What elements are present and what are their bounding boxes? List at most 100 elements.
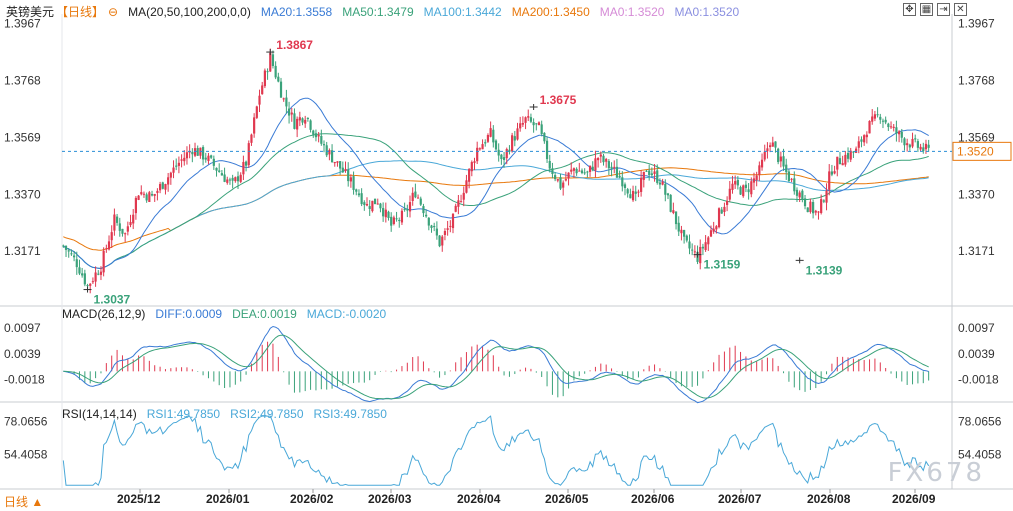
candle-body — [274, 65, 277, 78]
macd-tick-left: 0.0039 — [4, 347, 41, 361]
candle-body — [543, 132, 546, 142]
candle-body — [906, 143, 909, 146]
candle-body — [723, 206, 726, 212]
candle-body — [717, 208, 721, 228]
candle-body — [497, 149, 500, 156]
candle-body — [226, 179, 229, 183]
candle-body — [494, 140, 498, 150]
exit-icon[interactable]: ⇥ — [937, 3, 950, 16]
candle-body — [124, 233, 127, 235]
ma200-value: MA200:1.3450 — [511, 4, 590, 19]
settings-icon[interactable]: ⊖ — [108, 4, 119, 19]
candle-body — [640, 177, 643, 192]
x-tick-label: 2026/05 — [545, 492, 589, 506]
candle-body — [750, 181, 753, 195]
candle-body — [454, 205, 457, 212]
candle-body — [777, 148, 780, 163]
candle-body — [556, 179, 559, 181]
candle-body — [661, 181, 664, 185]
current-price-box — [952, 141, 1012, 161]
candle-body — [287, 108, 291, 116]
candle-body — [411, 192, 414, 201]
candle-body — [846, 153, 850, 159]
candle-body — [688, 241, 691, 249]
period-tab[interactable]: 日线 ▲ — [4, 495, 44, 509]
candle-body — [769, 145, 772, 148]
candle-body — [293, 113, 296, 129]
candle-body — [591, 166, 594, 171]
candle-body — [223, 174, 226, 182]
x-tick-label: 2026/02 — [290, 492, 334, 506]
candle-body — [779, 156, 782, 162]
candle-body — [852, 151, 855, 153]
x-tick-label: 2026/04 — [457, 492, 501, 506]
candle-body — [621, 177, 624, 187]
price-tick-left: 1.3569 — [4, 130, 41, 144]
candle-body — [766, 148, 769, 152]
x-tick-label: 2025/12 — [117, 492, 161, 506]
candle-body — [680, 229, 683, 234]
candle-body — [290, 112, 293, 115]
candle-body — [911, 138, 914, 147]
candle-body — [150, 194, 154, 196]
candle-body — [887, 123, 890, 128]
price-tick-right: 1.3768 — [958, 73, 995, 87]
ma0b-value: MA0:1.3520 — [674, 4, 740, 19]
candle-body — [801, 190, 804, 201]
candle-body — [744, 184, 748, 188]
macd-tick-left: -0.0018 — [4, 372, 45, 386]
period-label[interactable]: 【日线】 — [56, 5, 105, 19]
candle-body — [752, 178, 756, 183]
candle-body — [838, 158, 842, 165]
move-icon[interactable]: ✥ — [903, 3, 916, 16]
candle-body — [927, 144, 930, 148]
candle-body — [408, 202, 412, 212]
candle-body — [476, 147, 479, 162]
candle-body — [532, 122, 535, 126]
candle-body — [126, 226, 129, 232]
ma-params-label[interactable]: MA(20,50,100,200,0,0) — [128, 4, 251, 19]
candle-body — [548, 161, 551, 169]
candle-body — [615, 166, 619, 178]
candle-body — [881, 120, 885, 122]
candle-body — [309, 120, 312, 130]
candle-body — [457, 200, 460, 207]
candle-body — [562, 182, 565, 188]
macd-tick-right: 0.0039 — [958, 347, 995, 361]
close-icon[interactable]: ✕ — [954, 3, 967, 16]
candle-body — [382, 208, 385, 217]
rsi3-value: RSI3:49.7850 — [313, 407, 387, 421]
candle-body — [416, 197, 420, 199]
candle-body — [188, 151, 191, 153]
candle-body — [446, 228, 449, 230]
candle-body — [72, 255, 76, 258]
candle-body — [747, 189, 750, 193]
candle-body — [301, 118, 304, 123]
candle-body — [664, 183, 667, 195]
candle-body — [900, 131, 903, 138]
candle-body — [296, 118, 299, 130]
candle-body — [363, 202, 366, 206]
candle-body — [731, 183, 734, 190]
candle-body — [115, 216, 119, 223]
candle-body — [355, 189, 358, 192]
candle-body — [502, 157, 506, 160]
macd-params-label[interactable]: MACD(26,12,9) — [62, 307, 146, 321]
candle-body — [734, 181, 737, 185]
candle-body — [919, 146, 922, 150]
candle-body — [175, 165, 178, 167]
candle-body — [551, 168, 554, 175]
macd-tick-right: -0.0018 — [958, 372, 999, 386]
candle-body — [540, 124, 543, 135]
candle-body — [554, 175, 557, 180]
ma50-line — [63, 133, 929, 270]
x-tick-label: 2026/07 — [718, 492, 762, 506]
grid-icon[interactable]: ▦ — [920, 3, 933, 16]
candle-body — [242, 161, 245, 175]
rsi-params-label[interactable]: RSI(14,14,14) — [62, 407, 137, 421]
candle-body — [430, 225, 433, 228]
candle-body — [94, 272, 97, 282]
candle-body — [451, 213, 455, 229]
candle-body — [86, 285, 89, 287]
